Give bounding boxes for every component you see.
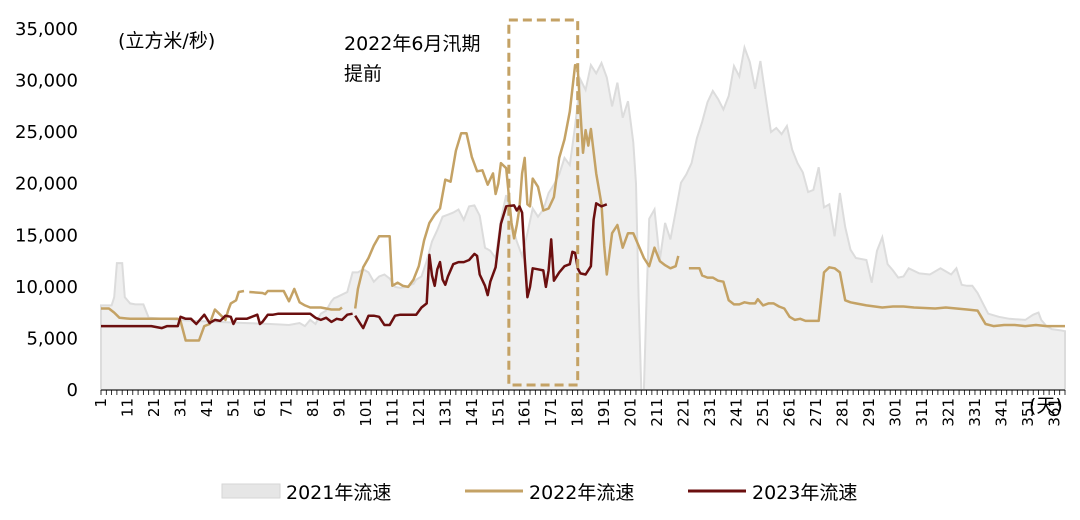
- legend-label-2022: 2022年流速: [529, 482, 634, 504]
- x-tick-label: 11: [118, 398, 136, 417]
- annotation-line-2: 提前: [344, 63, 382, 85]
- x-tick-label: 251: [754, 398, 772, 427]
- y-tick-label: 30,000: [15, 71, 78, 92]
- x-tick-label: 291: [860, 398, 878, 427]
- x-tick-label: 21: [145, 398, 163, 417]
- series-lines: [101, 63, 1065, 342]
- x-tick-label: 281: [834, 398, 852, 427]
- series-2022-line-segment-0: [101, 289, 245, 342]
- x-tick-label: 111: [383, 398, 401, 427]
- y-tick-label: 0: [67, 380, 78, 401]
- x-tick-label: 261: [781, 398, 799, 427]
- y-axis-ticks: 0 5,000 10,000 15,000 20,000 25,000 30,000 35,0…: [15, 19, 78, 401]
- series-2021-area: [100, 43, 1066, 391]
- x-tick-label: 61: [251, 398, 269, 417]
- x-tick-label: 41: [198, 398, 216, 417]
- x-tick-label: 201: [622, 398, 640, 427]
- x-tick-label: 1: [92, 398, 110, 408]
- y-tick-label: 35,000: [15, 19, 78, 40]
- x-tick-label: 151: [489, 398, 507, 427]
- series-2022-line-segment-3: [688, 266, 1065, 328]
- x-tick-label: 51: [224, 398, 242, 417]
- y-tick-label: 20,000: [15, 174, 78, 195]
- y-tick-label: 10,000: [15, 277, 78, 298]
- x-tick-label: 331: [966, 398, 984, 427]
- annotation-line-1: 2022年6月汛期: [344, 33, 480, 55]
- x-tick-label: 141: [463, 398, 481, 427]
- x-tick-label: 171: [542, 398, 560, 427]
- y-tick-label: 5,000: [26, 328, 78, 349]
- legend-label-2021: 2021年流速: [286, 482, 391, 504]
- x-tick-label: 241: [728, 398, 746, 427]
- x-tick-label: 321: [939, 398, 957, 427]
- legend-swatch-2021: [221, 483, 281, 499]
- x-tick-label: 101: [357, 398, 375, 427]
- x-unit-label: (天): [1029, 395, 1063, 417]
- x-tick-label: 161: [516, 398, 534, 427]
- x-tick-label: 231: [701, 398, 719, 427]
- x-tick-label: 211: [648, 398, 666, 427]
- x-tick-label: 191: [595, 398, 613, 427]
- x-tick-label: 301: [887, 398, 905, 427]
- flood-season-highlight-box: [507, 18, 580, 387]
- x-tick-label: 351: [1019, 398, 1037, 427]
- x-tick-label: 341: [992, 398, 1010, 427]
- x-tick-label: 131: [436, 398, 454, 427]
- x-tick-label: 181: [569, 398, 587, 427]
- series-2022-line-segment-1: [249, 287, 343, 311]
- x-tick-label: 221: [675, 398, 693, 427]
- x-tick-label: 271: [807, 398, 825, 427]
- x-tick-label: 31: [171, 398, 189, 417]
- x-tick-label: 311: [913, 398, 931, 427]
- y-unit-label: (立方米/秒): [118, 30, 215, 52]
- x-tick-label: 71: [277, 398, 295, 417]
- series-2023-line-segment-0: [101, 312, 353, 330]
- y-tick-label: 25,000: [15, 122, 78, 143]
- y-tick-label: 15,000: [15, 225, 78, 246]
- series-2022-line-segment-2: [353, 63, 680, 309]
- x-tick-label: 361: [1045, 398, 1063, 427]
- legend: 2021年流速 2022年流速 2023年流速: [221, 482, 857, 504]
- x-tick-label: 81: [304, 398, 322, 417]
- x-tick-label: 121: [410, 398, 428, 427]
- x-tick-label: 91: [330, 398, 348, 417]
- series-2023-line-segment-1: [354, 202, 608, 330]
- legend-label-2023: 2023年流速: [752, 482, 857, 504]
- plot-area: 1 11 21 31 41 51 61 71 81 91 101 111 121 131 141 151 161…: [15, 18, 1066, 427]
- x-axis-ticks: 1 11 21 31 41 51 61 71 81 91 101 111 121 131 141 151 161…: [92, 390, 1066, 427]
